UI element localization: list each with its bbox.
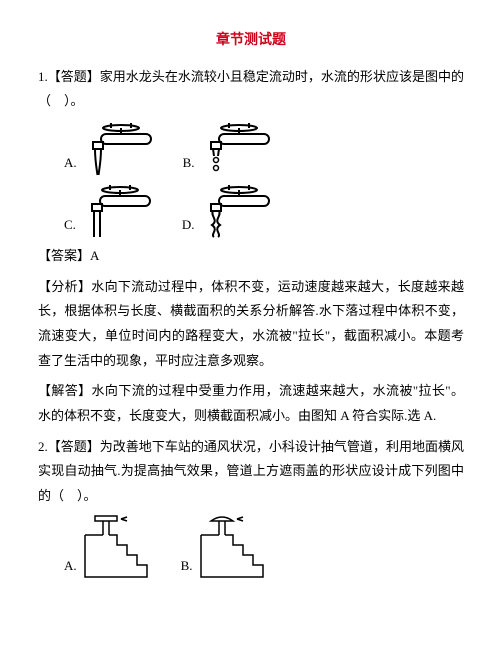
q1-option-d-label: D. bbox=[182, 213, 195, 238]
q1-explain: 【解答】水向下流的过程中受重力作用，流速越来越大，水流被"拉长"。水的体积不变，… bbox=[38, 379, 464, 428]
tap-icon-c bbox=[80, 182, 152, 238]
stair-icon-a bbox=[81, 513, 151, 579]
q1-option-a: A. bbox=[64, 120, 153, 176]
stair-icon-b bbox=[197, 513, 267, 579]
q2-options-row: A. B. bbox=[38, 513, 464, 579]
q1-options-row2: C. D. bbox=[38, 182, 464, 238]
q2-option-a-label: A. bbox=[64, 554, 77, 579]
q2-option-a: A. bbox=[64, 513, 151, 579]
q2-option-b: B. bbox=[181, 513, 267, 579]
q1-answer: 【答案】A bbox=[38, 244, 464, 269]
q1-stem: 1.【答题】家用水龙头在水流较小且稳定流动时，水流的形状应该是图中的（ ）。 bbox=[38, 65, 464, 114]
tap-icon-d bbox=[199, 182, 271, 238]
q1-option-a-label: A. bbox=[64, 151, 77, 176]
q1-analysis: 【分析】水向下流动过程中，体积不变，运动速度越来越大，长度越来越长，根据体积与长… bbox=[38, 275, 464, 374]
q1-option-d: D. bbox=[182, 182, 271, 238]
q1-option-c-label: C. bbox=[64, 213, 76, 238]
q1-options-row1: A. B. bbox=[38, 120, 464, 176]
tap-icon-b bbox=[199, 120, 271, 176]
q1-option-b: B. bbox=[183, 120, 271, 176]
q2-stem: 2.【答题】为改善地下车站的通风状况，小科设计抽气管道，利用地面横风实现自动抽气… bbox=[38, 435, 464, 509]
q1-option-c: C. bbox=[64, 182, 152, 238]
q2-option-b-label: B. bbox=[181, 554, 193, 579]
q1-option-b-label: B. bbox=[183, 151, 195, 176]
tap-icon-a bbox=[81, 120, 153, 176]
page-title: 章节测试题 bbox=[38, 28, 464, 55]
